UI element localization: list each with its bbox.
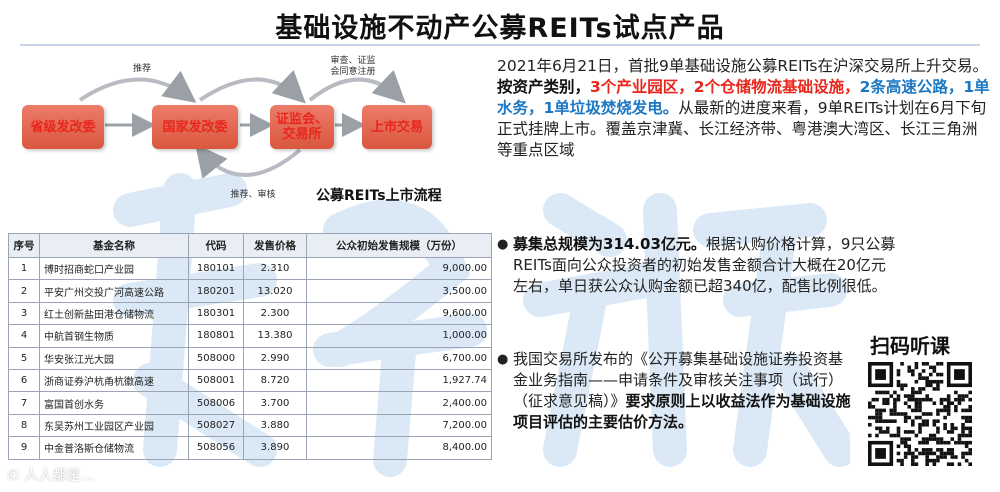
bullet1-text: 根据认购价格计算，9只公募REITs面向公众投资者的初始发售金额合计大概在20亿… — [513, 235, 896, 295]
cell-price: 3.880 — [243, 413, 307, 438]
flow-arc-top-3 — [308, 69, 406, 104]
bullet-dot-icon: ● — [497, 352, 509, 367]
cell-code: 508000 — [188, 346, 244, 370]
intro-cat-blue: 2条高速公路，1单水务，1单垃圾焚烧发电。 — [497, 78, 990, 117]
flow-step-listing: 上市交易 — [362, 105, 432, 149]
cell-code: 508056 — [188, 436, 244, 460]
cell-fund-name: 浙商证券沪杭甬杭徽高速 — [39, 368, 189, 393]
flow-arc-top-2 — [198, 69, 306, 104]
cell-no: 3 — [8, 301, 40, 326]
cell-fund-name: 红土创新盐田港仓储物流 — [39, 301, 189, 326]
bullet-fundraising: ● 募集总规模为314.03亿元。根据认购价格计算，9只公募REITs面向公众投… — [497, 234, 897, 297]
table-row: 5 华安张江光大园 508000 2.990 6,700.00 — [8, 346, 492, 370]
bullet2-text: 我国交易所发布的《公开募集基础设施证券投资基金业务指南——申请条件及审核关注事项… — [513, 350, 844, 410]
table-row: 9 中金普洛斯仓储物流 508056 3.890 8,400.00 — [8, 436, 492, 460]
cell-price: 8.720 — [243, 368, 307, 393]
cell-scale: 3,500.00 — [306, 279, 492, 303]
cell-price: 2.310 — [243, 256, 307, 281]
intro-categories: 按资产类别，3个产业园区，2个仓储物流基础设施，2条高速公路，1单水务，1单垃圾… — [497, 77, 992, 161]
table-row: 3 红土创新盐田港仓储物流 180301 2.300 9,600.00 — [8, 301, 492, 326]
intro-line1: 2021年6月21日，首批9单基础设施公募REITs在沪深交易所上升交易。 — [497, 57, 989, 75]
flow-arrows — [78, 69, 406, 179]
flow-arc-bottom — [194, 143, 302, 179]
flow-caption: 公募REITs上市流程 — [316, 188, 442, 204]
cell-code: 180201 — [188, 279, 244, 303]
page-title: 基础设施不动产公募REITs试点产品 — [275, 13, 725, 44]
cell-no: 6 — [8, 368, 40, 393]
cell-fund-name: 博时招商蛇口产业园 — [39, 256, 189, 281]
cell-price: 2.300 — [243, 301, 307, 326]
intro-cat-label: 按资产类别， — [497, 78, 591, 96]
cell-price: 13.380 — [243, 324, 307, 348]
col-header-code: 代码 — [188, 233, 244, 258]
cell-scale: 2,400.00 — [306, 391, 492, 415]
cell-no: 2 — [8, 279, 40, 303]
cell-fund-name: 华安张江光大园 — [39, 346, 189, 370]
cell-no: 7 — [8, 391, 40, 415]
flow-step-provincial: 省级发改委 — [22, 105, 104, 149]
cell-code: 508006 — [188, 391, 244, 415]
cell-scale: 9,000.00 — [306, 256, 492, 281]
corner-watermark: © 人人都是... — [6, 468, 94, 484]
cell-scale: 6,700.00 — [306, 346, 492, 370]
cell-price: 2.990 — [243, 346, 307, 370]
cell-no: 1 — [8, 256, 40, 281]
cell-code: 180301 — [188, 301, 244, 326]
cell-code: 508001 — [188, 368, 244, 393]
cell-scale: 7,200.00 — [306, 413, 492, 438]
bullet-dot-icon: ● — [497, 237, 509, 252]
cell-fund-name: 东吴苏州工业园区产业园 — [39, 413, 189, 438]
table-row: 2 平安广州交投广河高速公路 180201 13.020 3,500.00 — [8, 279, 492, 303]
cell-scale: 1,000.00 — [306, 324, 492, 348]
flow-note-recommend: 推荐 — [132, 64, 151, 74]
cell-scale: 9,600.00 — [306, 301, 492, 326]
cell-code: 180801 — [188, 324, 244, 348]
flow-note-review: 审查、证监 会同意注册 — [330, 56, 376, 77]
flow-arc-top-1 — [78, 70, 197, 103]
table-row: 4 中航首钢生物质 180801 13.380 1,000.00 — [8, 324, 492, 348]
col-header-price: 发售价格 — [243, 233, 307, 258]
table-row: 1 博时招商蛇口产业园 180101 2.310 9,000.00 — [8, 256, 492, 281]
qr-code-icon[interactable] — [868, 362, 972, 466]
cell-fund-name: 平安广州交投广河高速公路 — [39, 279, 189, 303]
cell-no: 8 — [8, 413, 40, 438]
cell-fund-name: 中航首钢生物质 — [39, 324, 189, 348]
flow-step-csrc: 证监会、 交易所 — [270, 105, 334, 149]
cell-no: 5 — [8, 346, 40, 370]
qr-label: 扫码听课 — [870, 334, 950, 358]
col-header-name: 基金名称 — [39, 233, 189, 258]
cell-no: 4 — [8, 324, 40, 348]
intro-cat-rest: 从最新的进度来看，9单REITs计划在6月下旬正式挂牌上市。覆盖京津冀、长江经济… — [497, 99, 987, 159]
reits-fund-table: 序号 基金名称 代码 发售价格 公众初始发售规模（万份） 1 博时招商蛇口产业园 1… — [8, 233, 492, 460]
intro-paragraph: 2021年6月21日，首批9单基础设施公募REITs在沪深交易所上升交易。 按资… — [497, 56, 992, 161]
cell-scale: 1,927.74 — [306, 368, 492, 393]
col-header-no: 序号 — [8, 233, 40, 258]
table-row: 6 浙商证券沪杭甬杭徽高速 508001 8.720 1,927.74 — [8, 368, 492, 393]
table-row: 7 富国首创水务 508006 3.700 2,400.00 — [8, 391, 492, 415]
listing-flow-diagram: 省级发改委 国家发改委 证监会、 交易所 上市交易 推荐 审查、证监 会同意注册… — [0, 50, 490, 220]
table-header-row: 序号 基金名称 代码 发售价格 公众初始发售规模（万份） — [8, 233, 492, 258]
bullet1-bold: 募集总规模为314.03亿元。 — [513, 235, 706, 253]
cell-code: 180101 — [188, 256, 244, 281]
cell-price: 3.890 — [243, 436, 307, 460]
cell-fund-name: 富国首创水务 — [39, 391, 189, 415]
flow-note-bottom: 推荐、审核 — [230, 190, 276, 200]
cell-code: 508027 — [188, 413, 244, 438]
table-row: 8 东吴苏州工业园区产业园 508027 3.880 7,200.00 — [8, 413, 492, 438]
title-divider — [20, 44, 980, 46]
cell-scale: 8,400.00 — [306, 436, 492, 460]
bullet2-bold: 要求原则上以收益法作为基础设施项目评估的主要估价方法。 — [513, 392, 851, 431]
cell-price: 13.020 — [243, 279, 307, 303]
cell-no: 9 — [8, 436, 40, 460]
cell-fund-name: 中金普洛斯仓储物流 — [39, 436, 189, 460]
flow-step-national: 国家发改委 — [152, 105, 238, 149]
intro-cat-red: 3个产业园区，2个仓储物流基础设施， — [590, 78, 860, 96]
col-header-scale: 公众初始发售规模（万份） — [306, 233, 492, 258]
cell-price: 3.700 — [243, 391, 307, 415]
table-body: 1 博时招商蛇口产业园 180101 2.310 9,000.00 2 平安广州交投广河高速… — [8, 256, 492, 460]
bullet-guideline: ● 我国交易所发布的《公开募集基础设施证券投资基金业务指南——申请条件及审核关注… — [497, 349, 857, 433]
